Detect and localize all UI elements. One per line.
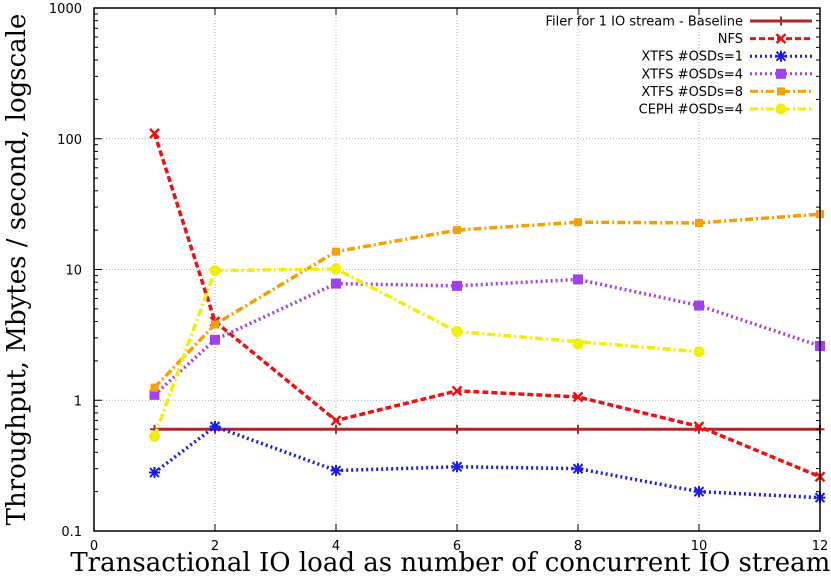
square-marker [149,389,160,400]
square-marker [210,334,220,345]
square-marker [694,300,704,311]
x-tick-label: 0 [90,539,98,554]
series-line [152,267,700,437]
series-xtfs-osds-4 [149,274,825,400]
legend-entry: NFS [718,32,812,47]
plus-marker [776,16,786,26]
circle-marker [149,430,160,442]
legend-label: XTFS #OSDs=4 [641,67,743,82]
y-tick-label: 0.1 [61,525,82,540]
series-ceph-osds-4 [149,263,705,442]
y-tick-label: 1 [74,394,82,409]
plus-marker [331,424,341,434]
star-marker [149,467,160,479]
y-tick-label: 1000 [49,2,82,17]
y-axis-title: Throughput, Mbytes / second, logscale [2,14,32,526]
y-tick-label: 100 [57,133,82,148]
circle-marker [572,338,584,350]
circle-marker [775,103,787,115]
series-filer-for-1-io-stream-baseline [150,424,825,434]
series-xtfs-osds-8 [150,210,824,392]
star-marker [209,420,221,432]
circle-marker [451,326,463,338]
x-tick-label: 6 [453,539,461,554]
star-marker [572,463,584,475]
x-marker [775,33,787,44]
square-marker [695,218,703,227]
series-group [149,127,826,504]
square-marker [777,87,785,96]
legend-entry: XTFS #OSDs=4 [641,67,812,82]
series-line [153,277,821,397]
star-marker [330,465,342,477]
circle-marker [693,346,705,358]
plus-marker [573,424,583,434]
square-marker [332,247,340,256]
axis-ticks: 0 2 4 6 8 10 12 0.1 1 10 100 1000 [49,2,828,554]
star-marker [775,50,787,62]
legend: Filer for 1 IO stream - Baseline NFS XTFS … [546,15,812,118]
legend-entry: CEPH #OSDs=4 [639,103,812,118]
legend-entry: XTFS #OSDs=8 [641,85,812,100]
x-marker [451,385,463,397]
square-marker [150,383,159,392]
square-marker [211,320,219,329]
plus-marker [452,424,462,434]
circle-marker [209,265,221,277]
square-marker [331,278,341,289]
legend-label: XTFS #OSDs=1 [641,50,743,65]
square-marker [452,280,462,291]
x-tick-label: 8 [574,539,582,554]
x-axis-title: Transactional IO load as number of concu… [70,548,831,578]
x-tick-label: 2 [211,539,219,554]
legend-label: XTFS #OSDs=8 [641,85,743,100]
square-marker [574,218,582,227]
legend-entry: XTFS #OSDs=1 [641,50,812,65]
x-marker [149,127,160,139]
square-marker [453,226,461,235]
x-tick-label: 10 [691,539,708,554]
x-marker [693,421,705,432]
star-marker [451,461,463,473]
y-tick-label: 10 [65,264,82,279]
series-line [153,212,821,389]
series-xtfs-osds-1 [149,420,826,504]
legend-label: CEPH #OSDs=4 [639,103,743,118]
square-marker [776,68,786,79]
x-marker [572,391,584,403]
star-marker [693,486,705,498]
legend-label: Filer for 1 IO stream - Baseline [546,15,743,30]
x-tick-label: 4 [332,539,340,554]
square-marker [573,274,583,285]
circle-marker [330,263,342,275]
legend-entry: Filer for 1 IO stream - Baseline [546,15,812,30]
x-marker [330,415,342,426]
x-tick-label: 12 [812,539,829,554]
legend-label: NFS [718,32,743,47]
grid [94,8,820,531]
series-line [152,132,821,479]
